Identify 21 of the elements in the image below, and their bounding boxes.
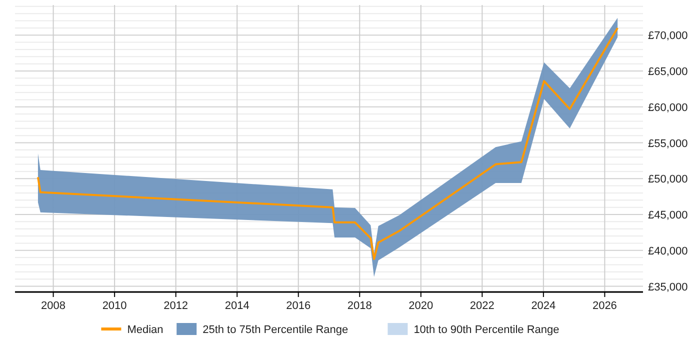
y-tick-label: £40,000	[648, 245, 688, 258]
x-tick-label: 2026	[592, 300, 617, 312]
y-tick-label: £45,000	[648, 210, 688, 222]
y-tick-label: £65,000	[648, 66, 688, 78]
x-tick-label: 2008	[41, 300, 66, 312]
legend-label: Median	[127, 324, 164, 336]
legend-label: 10th to 90th Percentile Range	[414, 324, 560, 336]
y-tick-label: £50,000	[648, 174, 688, 186]
x-tick-label: 2016	[286, 300, 311, 312]
x-tick-label: 2014	[224, 300, 250, 312]
x-tick-label: 2020	[408, 300, 434, 312]
legend-label: 25th to 75th Percentile Range	[202, 324, 348, 336]
x-tick-label: 2018	[347, 300, 372, 312]
y-tick-label: £35,000	[648, 281, 688, 294]
x-tick-label: 2012	[164, 300, 188, 312]
y-tick-label: £60,000	[648, 102, 688, 114]
x-tick-label: 2022	[470, 300, 494, 312]
x-tick-label: 2010	[102, 300, 127, 312]
y-tick-label: £70,000	[648, 30, 688, 42]
x-tick-label: 2024	[531, 300, 556, 312]
y-tick-label: £55,000	[648, 138, 688, 150]
